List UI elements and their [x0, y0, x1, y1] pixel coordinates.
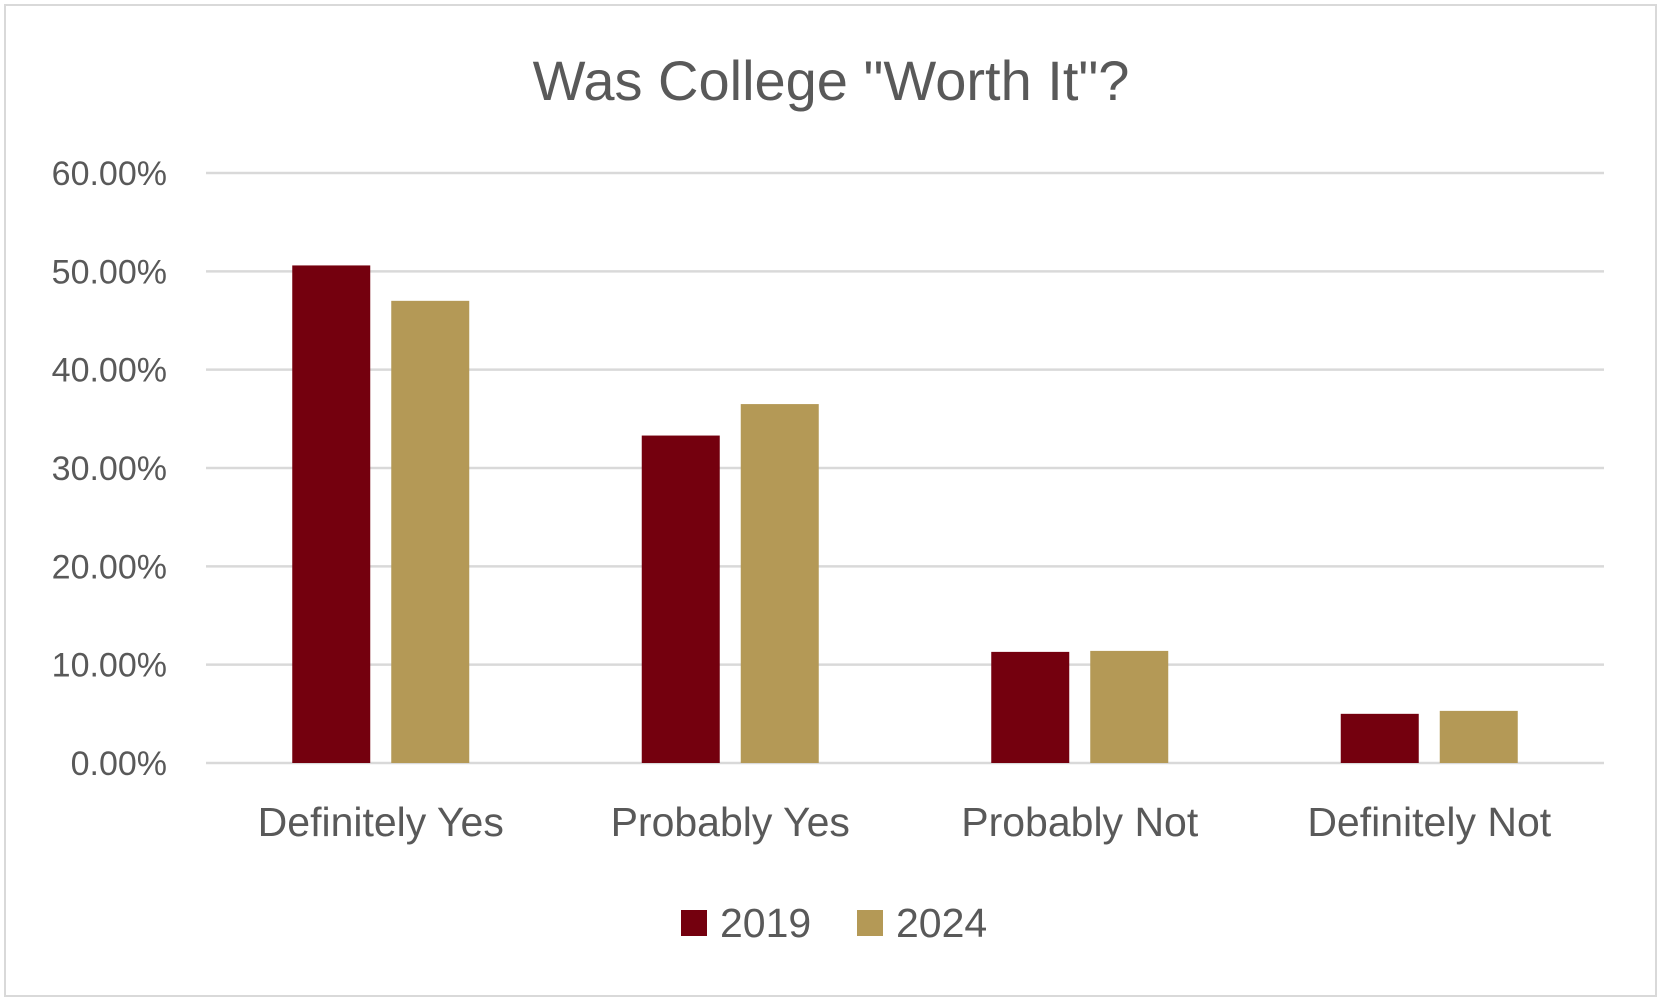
x-tick-label: Probably Not — [961, 799, 1199, 845]
legend-label: 2019 — [720, 900, 811, 946]
bar-2019-probably-yes — [641, 435, 720, 763]
bar-2024-probably-not — [1090, 650, 1169, 763]
x-tick-label: Definitely Not — [1307, 799, 1551, 845]
y-tick-label: 60.00% — [52, 155, 167, 193]
bar-2024-probably-yes — [740, 404, 819, 763]
bar-2019-definitely-yes — [292, 265, 371, 763]
y-tick-label: 40.00% — [52, 352, 167, 390]
bar-2024-definitely-yes — [391, 300, 470, 763]
y-tick-label: 0.00% — [71, 745, 167, 783]
legend-label: 2024 — [896, 900, 987, 946]
y-tick-label: 30.00% — [52, 450, 167, 488]
y-tick-label: 10.00% — [52, 647, 167, 685]
bar-2024-definitely-not — [1439, 710, 1518, 763]
x-tick-label: Probably Yes — [611, 799, 850, 845]
y-tick-label: 50.00% — [52, 253, 167, 291]
y-tick-label: 20.00% — [52, 548, 167, 586]
chart-title: Was College "Worth It"? — [533, 49, 1130, 112]
bar-2019-definitely-not — [1340, 713, 1419, 763]
x-tick-label: Definitely Yes — [258, 799, 504, 845]
legend-swatch-2024 — [857, 910, 883, 936]
bar-2019-probably-not — [991, 651, 1070, 763]
chart-frame — [4, 4, 1657, 997]
legend-swatch-2019 — [681, 910, 707, 936]
